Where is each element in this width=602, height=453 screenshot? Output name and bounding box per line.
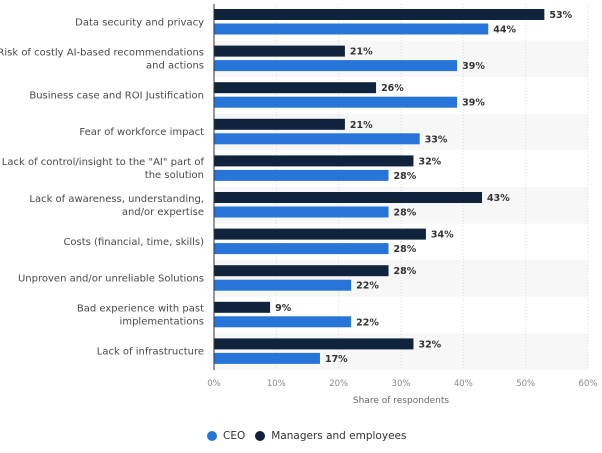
- category-label: Lack of infrastructure: [97, 347, 204, 358]
- x-tick-label: 40%: [454, 379, 473, 389]
- category-label: Bad experience with past implementations: [77, 304, 204, 328]
- value-label: 22%: [356, 317, 379, 328]
- bar-ceo: [214, 23, 489, 35]
- bar-ceo: [214, 133, 420, 145]
- bar-ceo: [214, 169, 389, 181]
- bar-managers: [214, 155, 414, 167]
- value-label: 26%: [381, 83, 404, 94]
- value-label: 33%: [425, 134, 448, 145]
- value-label: 32%: [418, 339, 441, 350]
- bar-managers: [214, 301, 271, 313]
- bar-ceo: [214, 352, 320, 364]
- category-label: Fear of workforce impact: [79, 127, 204, 138]
- value-label: 28%: [394, 266, 417, 277]
- value-label: 39%: [462, 98, 485, 109]
- value-label: 9%: [275, 303, 292, 314]
- bar-ceo: [214, 243, 389, 255]
- bar-managers: [214, 118, 345, 130]
- bar-ceo: [214, 60, 458, 72]
- value-label: 21%: [350, 120, 373, 131]
- value-label: 22%: [356, 281, 379, 292]
- category-label: Lack of awareness, understanding, and/or …: [29, 194, 204, 218]
- bar-ceo: [214, 279, 352, 291]
- value-label: 43%: [487, 193, 510, 204]
- value-label: 44%: [493, 25, 516, 36]
- legend-marker-ceo: [207, 431, 217, 441]
- bar-ceo: [214, 96, 458, 108]
- legend-label-ceo: CEO: [223, 430, 246, 442]
- value-label: 28%: [394, 171, 417, 182]
- bar-managers: [214, 228, 426, 240]
- x-tick-label: 60%: [579, 379, 598, 389]
- legend-item-managers[interactable]: Managers and employees: [255, 430, 406, 442]
- x-tick-label: 30%: [392, 379, 411, 389]
- category-label: Lack of control/insight to the "AI" part…: [2, 157, 205, 181]
- bar-managers: [214, 82, 377, 94]
- bar-ceo: [214, 206, 389, 218]
- value-label: 21%: [350, 47, 373, 58]
- bar-managers: [214, 192, 483, 203]
- legend: CEO Managers and employees: [207, 430, 416, 442]
- legend-label-managers: Managers and employees: [271, 430, 407, 442]
- value-label: 39%: [462, 61, 485, 72]
- x-tick-label: 20%: [329, 379, 348, 389]
- value-label: 28%: [394, 244, 417, 255]
- value-label: 28%: [394, 208, 417, 219]
- bar-managers: [214, 338, 414, 350]
- category-label: Unproven and/or unreliable Solutions: [18, 274, 204, 285]
- value-label: 32%: [418, 156, 441, 167]
- x-axis-title: Share of respondents: [353, 396, 450, 406]
- legend-item-ceo[interactable]: CEO: [207, 430, 245, 442]
- value-label: 53%: [549, 10, 572, 21]
- bar-managers: [214, 45, 345, 57]
- legend-marker-managers: [255, 431, 266, 441]
- bar-managers: [214, 265, 389, 277]
- bar-managers: [214, 9, 545, 20]
- category-label: Business case and ROI Justification: [29, 91, 204, 102]
- x-tick-label: 50%: [516, 379, 535, 389]
- category-label: Risk of costly AI-based recommendations a…: [0, 47, 204, 71]
- category-label: Costs (financial, time, skills): [63, 237, 204, 248]
- x-tick-label: 10%: [267, 379, 286, 389]
- category-label: Data security and privacy: [75, 17, 204, 28]
- x-tick-label: 0%: [207, 379, 221, 389]
- value-label: 34%: [431, 230, 454, 241]
- value-label: 17%: [325, 354, 348, 365]
- bar-ceo: [214, 316, 352, 328]
